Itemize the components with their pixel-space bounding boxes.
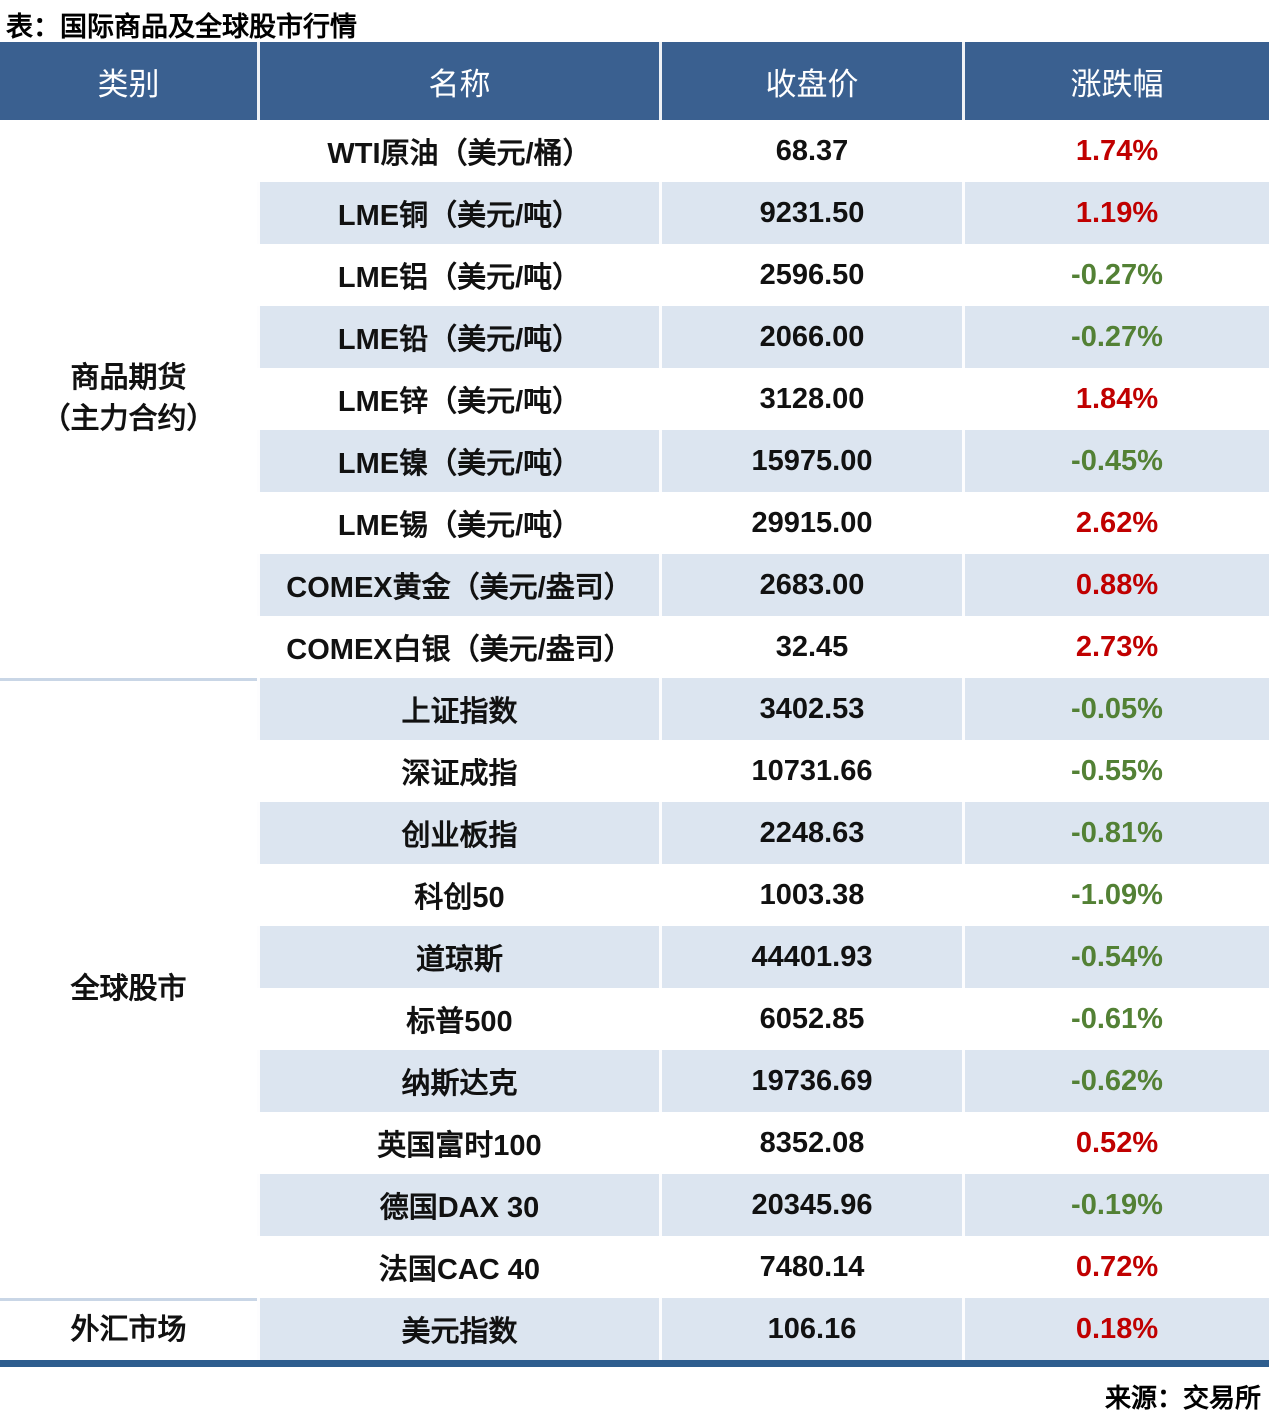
change-percent-value: -0.81% <box>962 802 1269 864</box>
close-price-value: 29915.00 <box>659 492 962 554</box>
table-row: 道琼斯 44401.93 -0.54% <box>0 926 1269 988</box>
close-price-value: 32.45 <box>659 616 962 678</box>
close-price-value: 1003.38 <box>659 864 962 926</box>
change-percent-value: -0.27% <box>962 306 1269 368</box>
close-price-value: 2596.50 <box>659 244 962 306</box>
close-price-value: 7480.14 <box>659 1236 962 1298</box>
change-percent-value: -1.09% <box>962 864 1269 926</box>
table-row: 科创50 1003.38 -1.09% <box>0 864 1269 926</box>
header-row: 类别 名称 收盘价 涨跌幅 <box>0 42 1269 120</box>
instrument-name: 创业板指 <box>257 802 659 864</box>
instrument-name: LME锡（美元/吨） <box>257 492 659 554</box>
change-percent-value: -0.19% <box>962 1174 1269 1236</box>
market-table: 类别 名称 收盘价 涨跌幅 商品期货 （主力合约） WTI原油（美元/桶） 68.37… <box>0 42 1269 1360</box>
instrument-name: 标普500 <box>257 988 659 1050</box>
change-percent-value: -0.05% <box>962 678 1269 740</box>
instrument-name: LME锌（美元/吨） <box>257 368 659 430</box>
change-percent-value: 0.88% <box>962 554 1269 616</box>
instrument-name: 科创50 <box>257 864 659 926</box>
table-row: LME铝（美元/吨） 2596.50 -0.27% <box>0 244 1269 306</box>
close-price-value: 15975.00 <box>659 430 962 492</box>
table-row: 创业板指 2248.63 -0.81% <box>0 802 1269 864</box>
change-percent-value: 1.19% <box>962 182 1269 244</box>
category-label-line: （主力合约） <box>41 403 216 435</box>
table-row: 深证成指 10731.66 -0.55% <box>0 740 1269 802</box>
category-label-line: 外汇市场 <box>70 1314 187 1347</box>
change-percent-value: 1.84% <box>962 368 1269 430</box>
change-percent-value: 0.52% <box>962 1112 1269 1174</box>
table-bottom-border <box>0 1360 1269 1367</box>
close-price-value: 9231.50 <box>659 182 962 244</box>
close-price-value: 3128.00 <box>659 368 962 430</box>
table-row: 德国DAX 30 20345.96 -0.19% <box>0 1174 1269 1236</box>
change-percent-value: -0.55% <box>962 740 1269 802</box>
instrument-name: LME铅（美元/吨） <box>257 306 659 368</box>
change-percent-value: 0.18% <box>962 1298 1269 1360</box>
change-percent-value: 2.73% <box>962 616 1269 678</box>
table-row: COMEX黄金（美元/盎司） 2683.00 0.88% <box>0 554 1269 616</box>
change-percent-value: 0.72% <box>962 1236 1269 1298</box>
change-percent-value: -0.61% <box>962 988 1269 1050</box>
table-row: LME镍（美元/吨） 15975.00 -0.45% <box>0 430 1269 492</box>
category-cell: 全球股市 <box>0 678 257 1298</box>
instrument-name: COMEX白银（美元/盎司） <box>257 616 659 678</box>
instrument-name: 美元指数 <box>257 1298 659 1360</box>
close-price-value: 8352.08 <box>659 1112 962 1174</box>
instrument-name: WTI原油（美元/桶） <box>257 120 659 182</box>
table-row: LME锡（美元/吨） 29915.00 2.62% <box>0 492 1269 554</box>
table-row: 全球股市 上证指数 3402.53 -0.05% <box>0 678 1269 1298</box>
table-row: LME铜（美元/吨） 9231.50 1.19% <box>0 182 1269 244</box>
category-cell: 商品期货 （主力合约） <box>0 120 257 678</box>
category-label-line: 商品期货 <box>70 362 187 395</box>
table-row: 法国CAC 40 7480.14 0.72% <box>0 1236 1269 1298</box>
change-percent-value: 1.74% <box>962 120 1269 182</box>
close-price-value: 10731.66 <box>659 740 962 802</box>
change-percent-value: -0.54% <box>962 926 1269 988</box>
change-percent-value: -0.62% <box>962 1050 1269 1112</box>
change-percent-value: 2.62% <box>962 492 1269 554</box>
instrument-name: 上证指数 <box>257 678 659 740</box>
change-percent-value: -0.45% <box>962 430 1269 492</box>
instrument-name: 纳斯达克 <box>257 1050 659 1112</box>
category-cell: 外汇市场 <box>0 1298 257 1360</box>
header-change-percent: 涨跌幅 <box>962 42 1269 120</box>
close-price-value: 2248.63 <box>659 802 962 864</box>
close-price-value: 68.37 <box>659 120 962 182</box>
table-row: 纳斯达克 19736.69 -0.62% <box>0 1050 1269 1112</box>
header-name: 名称 <box>257 42 659 120</box>
table-row: COMEX白银（美元/盎司） 32.45 2.73% <box>0 616 1269 678</box>
change-percent-value: -0.27% <box>962 244 1269 306</box>
close-price-value: 106.16 <box>659 1298 962 1360</box>
close-price-value: 19736.69 <box>659 1050 962 1112</box>
table-row: 标普500 6052.85 -0.61% <box>0 988 1269 1050</box>
header-category: 类别 <box>0 42 257 120</box>
table-header: 类别 名称 收盘价 涨跌幅 <box>0 42 1269 120</box>
table-row: LME锌（美元/吨） 3128.00 1.84% <box>0 368 1269 430</box>
instrument-name: 道琼斯 <box>257 926 659 988</box>
close-price-value: 44401.93 <box>659 926 962 988</box>
close-price-value: 2066.00 <box>659 306 962 368</box>
table-row: 外汇市场 美元指数 106.16 0.18% <box>0 1298 1269 1360</box>
instrument-name: 法国CAC 40 <box>257 1236 659 1298</box>
instrument-name: 英国富时100 <box>257 1112 659 1174</box>
table-row: 英国富时100 8352.08 0.52% <box>0 1112 1269 1174</box>
close-price-value: 6052.85 <box>659 988 962 1050</box>
instrument-name: 深证成指 <box>257 740 659 802</box>
instrument-name: LME镍（美元/吨） <box>257 430 659 492</box>
instrument-name: 德国DAX 30 <box>257 1174 659 1236</box>
table-row: LME铅（美元/吨） 2066.00 -0.27% <box>0 306 1269 368</box>
instrument-name: COMEX黄金（美元/盎司） <box>257 554 659 616</box>
category-label-line: 全球股市 <box>70 973 187 1006</box>
close-price-value: 3402.53 <box>659 678 962 740</box>
close-price-value: 2683.00 <box>659 554 962 616</box>
page-title: 表：国际商品及全球股市行情 <box>6 12 357 42</box>
table-body: 商品期货 （主力合约） WTI原油（美元/桶） 68.37 1.74% LME铜（美元/吨… <box>0 120 1269 1360</box>
header-close-price: 收盘价 <box>659 42 962 120</box>
close-price-value: 20345.96 <box>659 1174 962 1236</box>
table-row: 商品期货 （主力合约） WTI原油（美元/桶） 68.37 1.74% <box>0 120 1269 678</box>
instrument-name: LME铝（美元/吨） <box>257 244 659 306</box>
instrument-name: LME铜（美元/吨） <box>257 182 659 244</box>
source-note: 来源：交易所 <box>1104 1383 1261 1413</box>
